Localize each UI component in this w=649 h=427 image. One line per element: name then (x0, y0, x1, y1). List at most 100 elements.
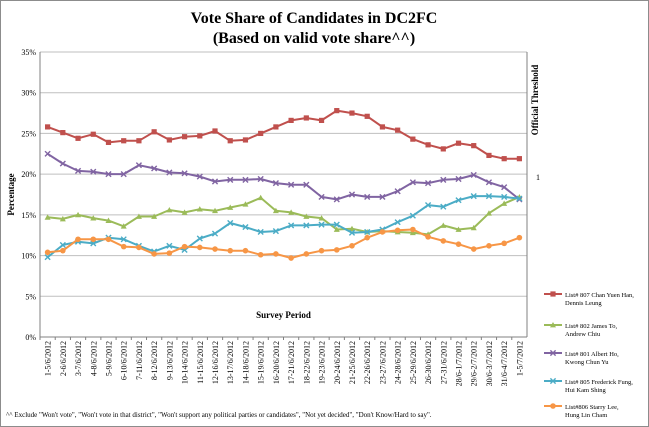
data-point (288, 209, 295, 215)
data-point (105, 236, 112, 243)
data-point (59, 241, 66, 249)
y-tick-label: 15% (21, 211, 36, 220)
data-point (105, 139, 112, 145)
data-point (242, 247, 249, 254)
data-point (394, 219, 401, 226)
x-tick-label: 5-9/6/2012 (104, 341, 113, 376)
series-1 (45, 108, 522, 162)
data-point (501, 240, 507, 247)
x-tick-label: 30/6-3/7/2012 (485, 341, 494, 386)
data-point (74, 167, 82, 174)
data-point (333, 196, 340, 203)
x-tick-label: 2-6/6/2012 (59, 341, 68, 376)
data-point (59, 160, 66, 167)
secondary-axis-tick: 1 (536, 173, 540, 182)
data-point (334, 108, 340, 114)
x-tick-label: 13-17/6/2012 (226, 341, 235, 384)
x-tick-label: 27-31/6/2012 (439, 341, 448, 384)
data-point (75, 211, 82, 218)
y-tick-label: 0% (25, 333, 36, 342)
data-point (288, 117, 294, 123)
data-point (258, 130, 264, 137)
data-point (242, 176, 249, 183)
data-point (501, 193, 508, 201)
legend: List# 807 Chan Yuen Han, Dennis Leung List… (544, 291, 634, 419)
data-point (272, 228, 279, 235)
data-point (136, 244, 142, 251)
data-point (120, 236, 127, 243)
data-point (318, 193, 325, 201)
data-point (211, 230, 219, 237)
data-point (516, 234, 523, 241)
x-tick-label: 3-7/6/2012 (74, 341, 83, 376)
x-tick-label: 10-14/6/2012 (181, 341, 190, 384)
data-point (227, 176, 234, 183)
data-point (181, 170, 188, 177)
data-point (394, 227, 401, 234)
data-point (485, 179, 493, 186)
x-tick-label: 7-11/6/2012 (135, 341, 144, 380)
data-point (410, 136, 416, 142)
data-point (455, 140, 462, 146)
data-point (348, 225, 355, 232)
x-tick-label: 15-19/6/2012 (257, 341, 266, 384)
grid (39, 51, 528, 338)
series-line (47, 152, 521, 201)
data-point (303, 181, 310, 188)
data-point (120, 223, 127, 229)
y-tick-label: 25% (21, 129, 36, 138)
data-point (166, 250, 173, 256)
data-point (455, 175, 462, 183)
chart-title: Vote Share of Candidates in DC2FC (191, 10, 438, 27)
data-point (424, 180, 432, 187)
x-tick-label: 21-25/6/2012 (348, 341, 357, 384)
data-point (501, 184, 508, 191)
data-point (318, 247, 325, 254)
x-tick-label: 4-8/6/2012 (89, 341, 98, 376)
data-point (425, 234, 431, 240)
legend-marker (550, 322, 556, 328)
data-point (379, 229, 386, 235)
data-point (181, 134, 188, 140)
data-point (394, 188, 401, 195)
data-point (303, 222, 310, 229)
data-point (303, 213, 310, 219)
legend-label: List# 807 Chan Yuen Han, Dennis Leung (565, 292, 634, 307)
data-point (348, 229, 356, 236)
data-point (257, 251, 264, 258)
data-point (485, 210, 492, 216)
legend-marker (550, 291, 556, 297)
x-tick-label: 8-12/6/2012 (150, 341, 159, 380)
data-point (151, 129, 157, 135)
x-tick-label: 1-5/6/2012 (44, 341, 53, 376)
data-point (75, 135, 81, 141)
x-tick-label: 18-22/6/2012 (302, 341, 311, 384)
data-point (135, 213, 142, 219)
data-point (288, 222, 295, 229)
data-point (470, 193, 477, 200)
data-point (227, 204, 234, 210)
data-point (486, 152, 492, 159)
x-tick-label: 31/6-4/7/2012 (500, 341, 509, 386)
data-point (257, 228, 264, 236)
legend-item: List# 807 Chan Yuen Han, Dennis Leung (544, 291, 634, 307)
data-point (242, 223, 249, 231)
data-point (501, 156, 507, 162)
series-3 (44, 150, 523, 203)
y-axis-ticks: 0% 5% 10% 15% 20% 25% 30% 35% (21, 48, 36, 342)
x-tick-label: 14-18/6/2012 (241, 341, 250, 384)
data-point (75, 236, 81, 243)
data-point (379, 124, 386, 130)
series-line (46, 195, 520, 258)
data-point (212, 128, 218, 134)
data-point (333, 221, 340, 228)
data-point (516, 156, 522, 162)
series-line (47, 109, 520, 160)
data-point (364, 234, 371, 241)
data-point (227, 219, 234, 227)
data-point (349, 110, 355, 116)
data-point (227, 138, 233, 144)
data-point (318, 117, 325, 123)
series-line (47, 195, 520, 236)
